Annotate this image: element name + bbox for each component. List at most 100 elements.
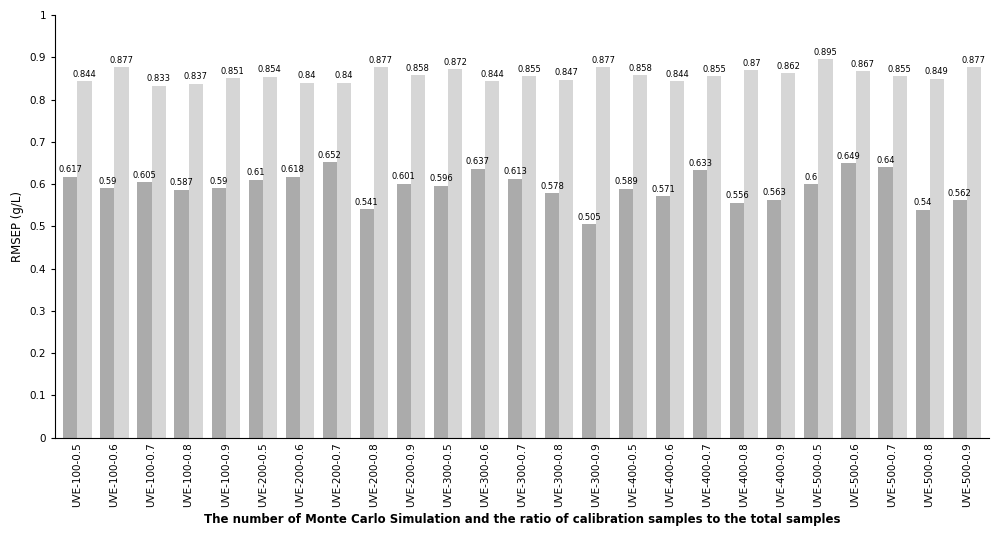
Text: 0.61: 0.61 bbox=[246, 169, 265, 177]
Bar bbox=[249, 180, 263, 438]
Text: 0.562: 0.562 bbox=[948, 188, 971, 198]
Text: 0.849: 0.849 bbox=[925, 67, 949, 76]
Bar bbox=[397, 184, 411, 438]
X-axis label: The number of Monte Carlo Simulation and the ratio of calibration samples to the: The number of Monte Carlo Simulation and… bbox=[204, 513, 840, 526]
Bar bbox=[323, 162, 337, 438]
Text: 0.895: 0.895 bbox=[814, 48, 837, 57]
Text: 0.637: 0.637 bbox=[466, 157, 490, 166]
Bar bbox=[633, 75, 647, 438]
Text: 0.855: 0.855 bbox=[888, 65, 911, 74]
Text: 0.589: 0.589 bbox=[614, 177, 638, 186]
Bar bbox=[77, 81, 92, 438]
Text: 0.6: 0.6 bbox=[805, 172, 818, 182]
Text: 0.847: 0.847 bbox=[554, 68, 578, 77]
Text: 0.84: 0.84 bbox=[298, 71, 316, 80]
Text: 0.64: 0.64 bbox=[876, 156, 895, 165]
Bar bbox=[114, 67, 129, 438]
Bar bbox=[967, 67, 981, 438]
Text: 0.633: 0.633 bbox=[688, 158, 712, 168]
Text: 0.649: 0.649 bbox=[837, 152, 860, 161]
Text: 0.618: 0.618 bbox=[281, 165, 305, 174]
Text: 0.867: 0.867 bbox=[851, 60, 875, 69]
Bar bbox=[582, 224, 596, 438]
Text: 0.844: 0.844 bbox=[665, 69, 689, 78]
Text: 0.54: 0.54 bbox=[913, 198, 932, 207]
Text: 0.87: 0.87 bbox=[742, 59, 761, 68]
Text: 0.617: 0.617 bbox=[58, 165, 82, 175]
Bar bbox=[411, 75, 425, 438]
Bar bbox=[152, 86, 166, 438]
Bar bbox=[174, 190, 189, 438]
Bar bbox=[100, 188, 114, 438]
Bar bbox=[300, 83, 314, 438]
Text: 0.59: 0.59 bbox=[209, 177, 228, 186]
Bar bbox=[804, 184, 818, 438]
Bar bbox=[137, 182, 152, 438]
Text: 0.872: 0.872 bbox=[443, 57, 467, 67]
Text: 0.59: 0.59 bbox=[98, 177, 117, 186]
Bar bbox=[730, 203, 744, 438]
Text: 0.578: 0.578 bbox=[540, 182, 564, 191]
Bar bbox=[485, 81, 499, 438]
Bar bbox=[856, 71, 870, 438]
Text: 0.862: 0.862 bbox=[777, 62, 800, 71]
Bar bbox=[818, 60, 833, 438]
Bar bbox=[619, 189, 633, 438]
Bar bbox=[226, 78, 240, 438]
Bar bbox=[545, 193, 559, 438]
Bar bbox=[744, 70, 758, 438]
Text: 0.596: 0.596 bbox=[429, 175, 453, 183]
Text: 0.541: 0.541 bbox=[355, 198, 379, 207]
Text: 0.854: 0.854 bbox=[258, 66, 282, 74]
Text: 0.851: 0.851 bbox=[221, 67, 245, 76]
Text: 0.84: 0.84 bbox=[335, 71, 353, 80]
Text: 0.837: 0.837 bbox=[184, 72, 208, 82]
Text: 0.587: 0.587 bbox=[170, 178, 193, 187]
Bar bbox=[189, 84, 203, 438]
Bar bbox=[707, 76, 721, 438]
Text: 0.571: 0.571 bbox=[651, 185, 675, 194]
Text: 0.844: 0.844 bbox=[480, 69, 504, 78]
Bar bbox=[63, 177, 77, 438]
Text: 0.858: 0.858 bbox=[628, 63, 652, 72]
Text: 0.605: 0.605 bbox=[133, 171, 156, 179]
Text: 0.652: 0.652 bbox=[318, 151, 342, 159]
Text: 0.855: 0.855 bbox=[702, 65, 726, 74]
Bar bbox=[374, 67, 388, 438]
Text: 0.858: 0.858 bbox=[406, 63, 430, 72]
Bar bbox=[448, 69, 462, 438]
Bar bbox=[930, 79, 944, 438]
Text: 0.505: 0.505 bbox=[577, 213, 601, 222]
Text: 0.613: 0.613 bbox=[503, 167, 527, 176]
Bar bbox=[286, 177, 300, 438]
Bar bbox=[878, 167, 893, 438]
Bar bbox=[781, 74, 795, 438]
Text: 0.833: 0.833 bbox=[147, 74, 171, 83]
Bar bbox=[263, 77, 277, 438]
Bar bbox=[670, 81, 684, 438]
Y-axis label: RMSEP (g/L): RMSEP (g/L) bbox=[11, 191, 24, 262]
Bar bbox=[596, 67, 610, 438]
Bar bbox=[893, 76, 907, 438]
Text: 0.877: 0.877 bbox=[369, 55, 393, 64]
Bar bbox=[767, 200, 781, 438]
Bar bbox=[337, 83, 351, 438]
Text: 0.556: 0.556 bbox=[725, 191, 749, 200]
Bar bbox=[212, 188, 226, 438]
Bar bbox=[522, 76, 536, 438]
Bar bbox=[434, 186, 448, 438]
Bar bbox=[559, 80, 573, 438]
Text: 0.877: 0.877 bbox=[110, 55, 134, 64]
Bar bbox=[471, 169, 485, 438]
Text: 0.877: 0.877 bbox=[962, 55, 986, 64]
Bar bbox=[656, 197, 670, 438]
Text: 0.563: 0.563 bbox=[762, 188, 786, 197]
Text: 0.855: 0.855 bbox=[517, 65, 541, 74]
Text: 0.601: 0.601 bbox=[392, 172, 416, 181]
Bar bbox=[360, 209, 374, 438]
Bar bbox=[953, 200, 967, 438]
Bar bbox=[841, 163, 856, 438]
Bar bbox=[916, 209, 930, 438]
Text: 0.877: 0.877 bbox=[591, 55, 615, 64]
Bar bbox=[693, 170, 707, 438]
